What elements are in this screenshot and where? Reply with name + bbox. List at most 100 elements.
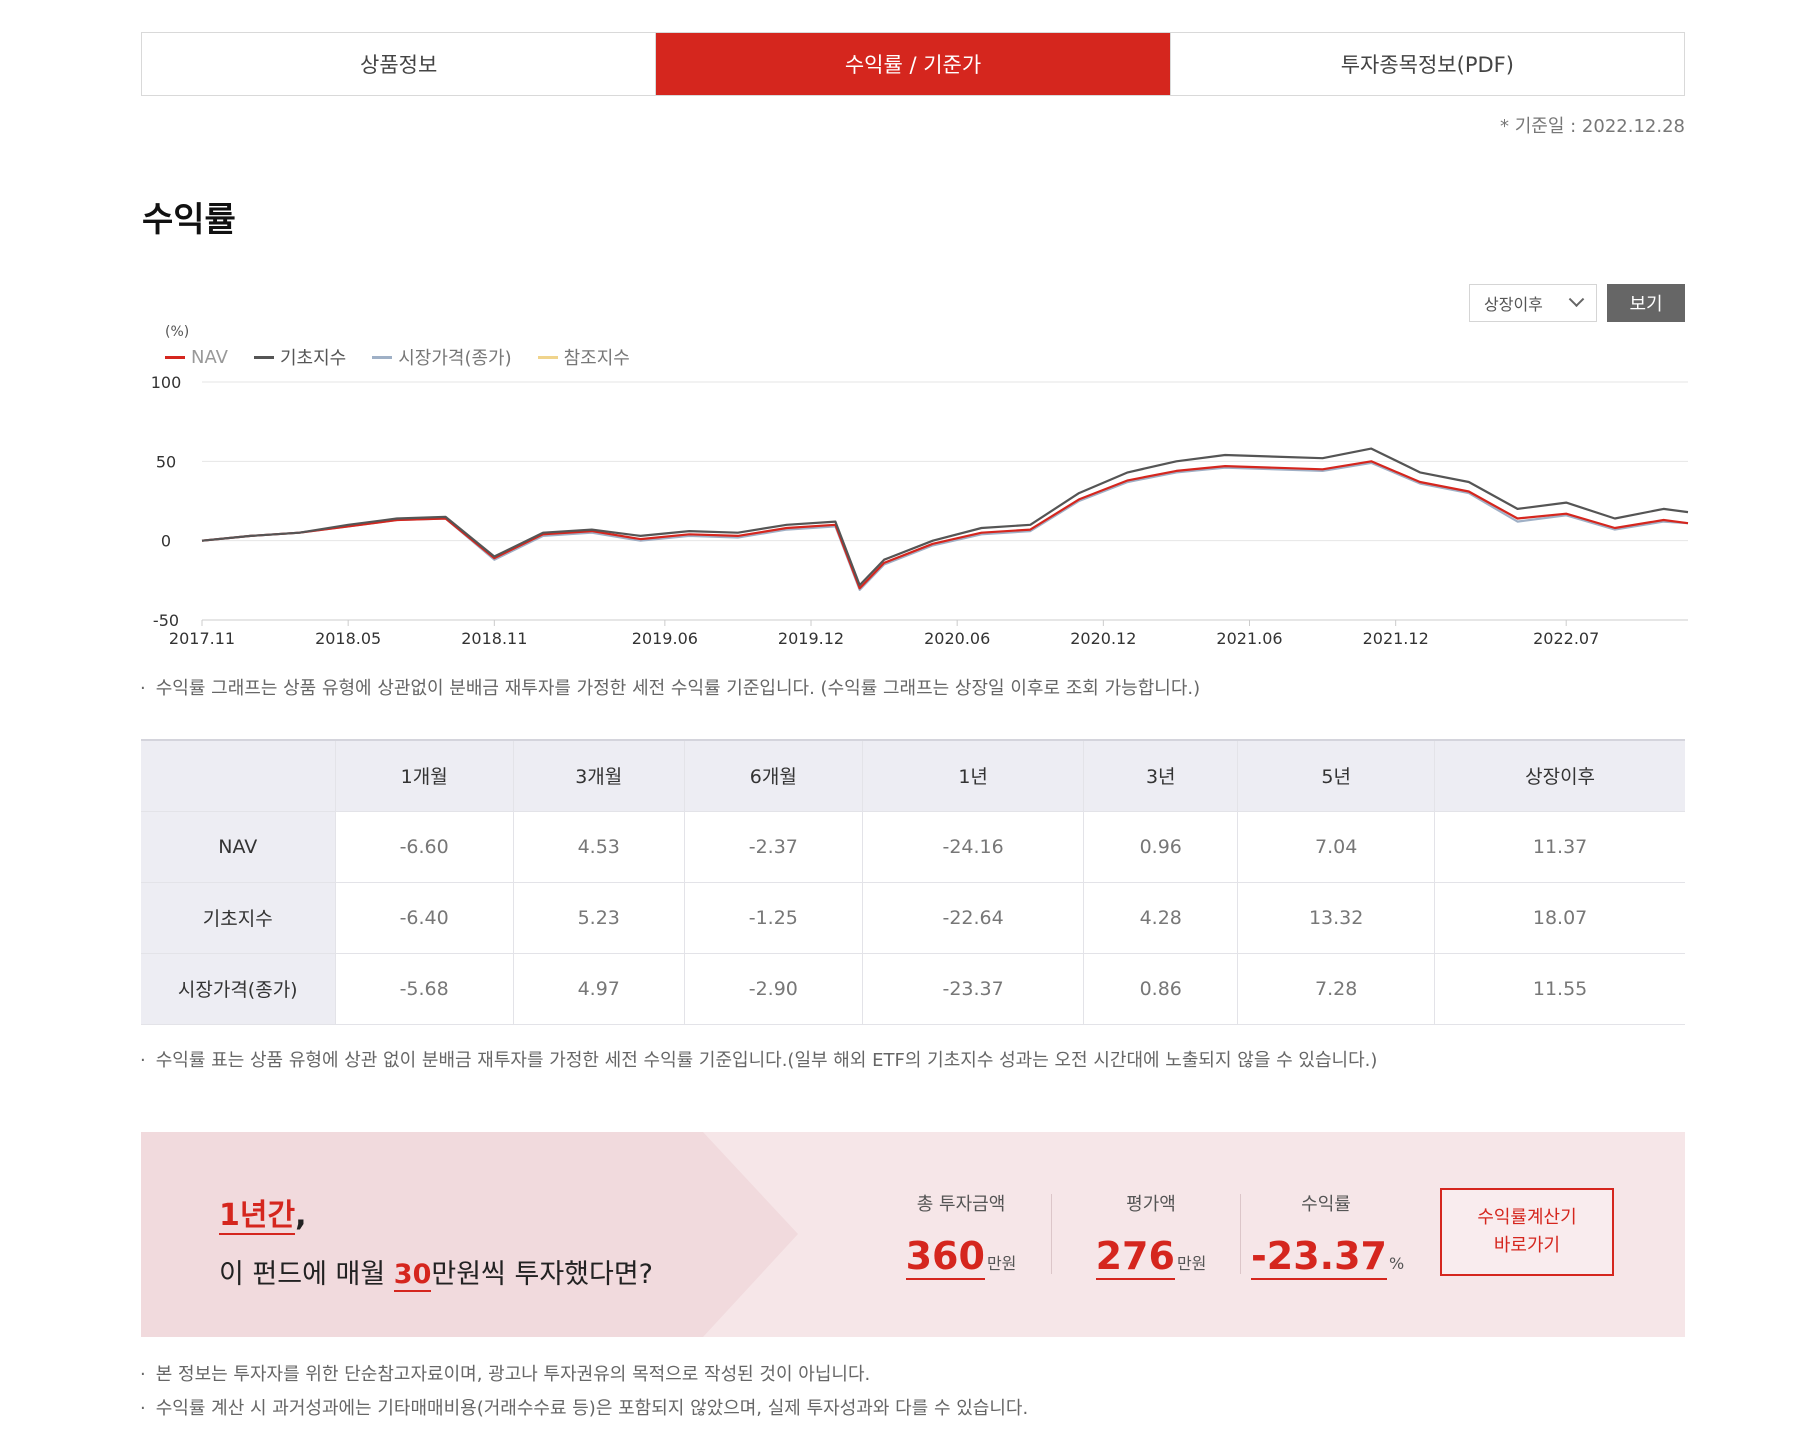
col-header-1m: 1개월 <box>335 740 514 812</box>
x-tick-label: 2020.12 <box>1070 629 1136 648</box>
table-cell: 4.97 <box>513 953 685 1025</box>
return-calculator-button[interactable]: 수익률계산기 바로가기 <box>1440 1188 1614 1276</box>
x-tick-label: 2019.12 <box>778 629 844 648</box>
legend-label-market-price: 시장가격(종가) <box>398 348 512 369</box>
tab-returns-nav[interactable]: 수익률 / 기준가 <box>656 33 1171 95</box>
table-cell: 4.53 <box>513 811 685 883</box>
row-label: NAV <box>141 811 336 883</box>
table-cell: 7.28 <box>1237 953 1436 1025</box>
simulation-monthly-amount: 30 <box>393 1259 432 1292</box>
stat-value: -23.37% <box>1251 1234 1405 1280</box>
legend-swatch-reference-index <box>537 355 558 359</box>
table-corner-cell <box>141 740 336 812</box>
x-tick-label: 2022.07 <box>1533 629 1599 648</box>
stat-divider <box>1240 1194 1241 1274</box>
tab-product-info[interactable]: 상품정보 <box>142 33 657 95</box>
legend-label-base-index: 기초지수 <box>279 348 347 369</box>
row-label: 기초지수 <box>141 882 336 954</box>
simulation-period: 1년간 <box>219 1198 296 1235</box>
series-line-1 <box>201 447 1689 587</box>
y-tick-label: 0 <box>161 532 171 551</box>
period-select[interactable]: 상장이후 <box>1469 284 1597 322</box>
note-bullet: · <box>140 1398 146 1419</box>
section-title: 수익률 <box>142 200 236 240</box>
chevron-down-icon <box>1568 290 1585 307</box>
col-header-1y: 1년 <box>862 740 1085 812</box>
legend-item-base-index[interactable]: 기초지수 <box>253 344 347 370</box>
table-cell: 4.28 <box>1083 882 1239 954</box>
stat-unit: % <box>1388 1254 1405 1273</box>
col-header-5y: 5년 <box>1237 740 1436 812</box>
view-button[interactable]: 보기 <box>1607 284 1685 322</box>
y-tick-label: 100 <box>151 373 182 392</box>
x-tick-label: 2021.06 <box>1216 629 1282 648</box>
disclaimer-text: 수익률 계산 시 과거성과에는 기타매매비용(거래수수료 등)은 포함되지 않았… <box>155 1398 1029 1419</box>
simulation-period-line: 1년간, <box>219 1190 653 1235</box>
col-header-3m: 3개월 <box>513 740 685 812</box>
tab-holdings-pdf[interactable]: 투자종목정보(PDF) <box>1170 33 1684 95</box>
stat-return-rate: 수익률 -23.37% <box>1251 1190 1405 1280</box>
x-tick-label: 2018.11 <box>461 629 527 648</box>
chart-note-text: 수익률 그래프는 상품 유형에 상관없이 분배금 재투자를 가정한 세전 수익률… <box>155 678 1201 699</box>
simulation-period-suffix: , <box>295 1198 307 1233</box>
stat-value: 276 만원 <box>1076 1234 1226 1280</box>
table-cell: -2.90 <box>684 953 863 1025</box>
legend-swatch-market-price <box>372 355 393 359</box>
note-bullet: · <box>140 1050 146 1071</box>
table-cell: 0.96 <box>1083 811 1239 883</box>
note-bullet: · <box>140 1364 146 1385</box>
disclaimer-text: 본 정보는 투자자를 위한 단순참고자료이며, 광고나 투자권유의 목적으로 작… <box>155 1364 871 1385</box>
table-note: · 수익률 표는 상품 유형에 상관 없이 분배금 재투자를 가정한 세전 수익률… <box>140 1046 1377 1072</box>
table-cell: -1.25 <box>684 882 863 954</box>
note-bullet: · <box>140 678 146 699</box>
table-cell: -23.37 <box>862 953 1085 1025</box>
stat-total-investment: 총 투자금액 360 만원 <box>886 1190 1036 1280</box>
legend-item-market-price[interactable]: 시장가격(종가) <box>372 344 512 370</box>
table-cell: 18.07 <box>1434 882 1685 954</box>
y-tick-label: 50 <box>156 452 176 471</box>
table-cell: 7.04 <box>1237 811 1436 883</box>
table-cell: 11.55 <box>1434 953 1685 1025</box>
simulation-question: 1년간, 이 펀드에 매월 30만원씩 투자했다면? <box>219 1190 654 1292</box>
legend-item-reference-index[interactable]: 참조지수 <box>537 344 630 370</box>
table-row: NAV -6.60 4.53 -2.37 -24.16 0.96 7.04 11… <box>141 811 1685 883</box>
investment-simulation-banner: 1년간, 이 펀드에 매월 30만원씩 투자했다면? 총 투자금액 360 만원 … <box>141 1132 1685 1337</box>
stat-number: -23.37 <box>1251 1234 1387 1280</box>
chart-note: · 수익률 그래프는 상품 유형에 상관없이 분배금 재투자를 가정한 세전 수익… <box>140 674 1200 700</box>
x-tick-label: 2017.11 <box>169 629 235 648</box>
stat-number: 360 <box>905 1234 985 1280</box>
base-date: * 기준일 : 2022.12.28 <box>1500 116 1685 137</box>
table-cell: 0.86 <box>1083 953 1239 1025</box>
table-cell: -6.60 <box>335 811 514 883</box>
table-cell: -6.40 <box>335 882 514 954</box>
table-cell: -2.37 <box>684 811 863 883</box>
x-tick-label: 2020.06 <box>924 629 990 648</box>
stat-valuation: 평가액 276 만원 <box>1076 1190 1226 1280</box>
stat-unit: 만원 <box>1176 1254 1207 1273</box>
col-header-6m: 6개월 <box>684 740 863 812</box>
table-cell: 13.32 <box>1237 882 1436 954</box>
series-line-0 <box>201 460 1689 590</box>
stat-label: 수익률 <box>1301 1194 1351 1215</box>
table-cell: 5.23 <box>513 882 685 954</box>
y-tick-label: -50 <box>153 611 179 630</box>
x-tick-label: 2018.05 <box>315 629 381 648</box>
table-row: 시장가격(종가) -5.68 4.97 -2.90 -23.37 0.86 7.… <box>141 953 1685 1025</box>
col-header-3y: 3년 <box>1083 740 1239 812</box>
row-label: 시장가격(종가) <box>141 953 336 1025</box>
banner-arrow-background <box>141 1132 798 1337</box>
legend-label-nav: NAV <box>191 346 228 368</box>
simulation-question-suffix: 만원씩 투자했다면? <box>431 1259 654 1290</box>
table-cell: -24.16 <box>862 811 1085 883</box>
disclaimer-1: · 본 정보는 투자자를 위한 단순참고자료이며, 광고나 투자권유의 목적으로 … <box>140 1360 870 1386</box>
chart-unit-label: (%) <box>165 324 190 340</box>
col-header-since-listing: 상장이후 <box>1434 740 1685 812</box>
stat-unit: 만원 <box>986 1254 1017 1273</box>
tab-bar: 상품정보 수익률 / 기준가 투자종목정보(PDF) <box>141 32 1685 96</box>
legend-item-nav[interactable]: NAV <box>165 344 228 370</box>
calc-button-line1: 수익률계산기 <box>1477 1207 1577 1228</box>
stat-divider <box>1051 1194 1052 1274</box>
calc-button-line2: 바로가기 <box>1493 1235 1561 1256</box>
table-row: 기초지수 -6.40 5.23 -1.25 -22.64 4.28 13.32 … <box>141 882 1685 954</box>
